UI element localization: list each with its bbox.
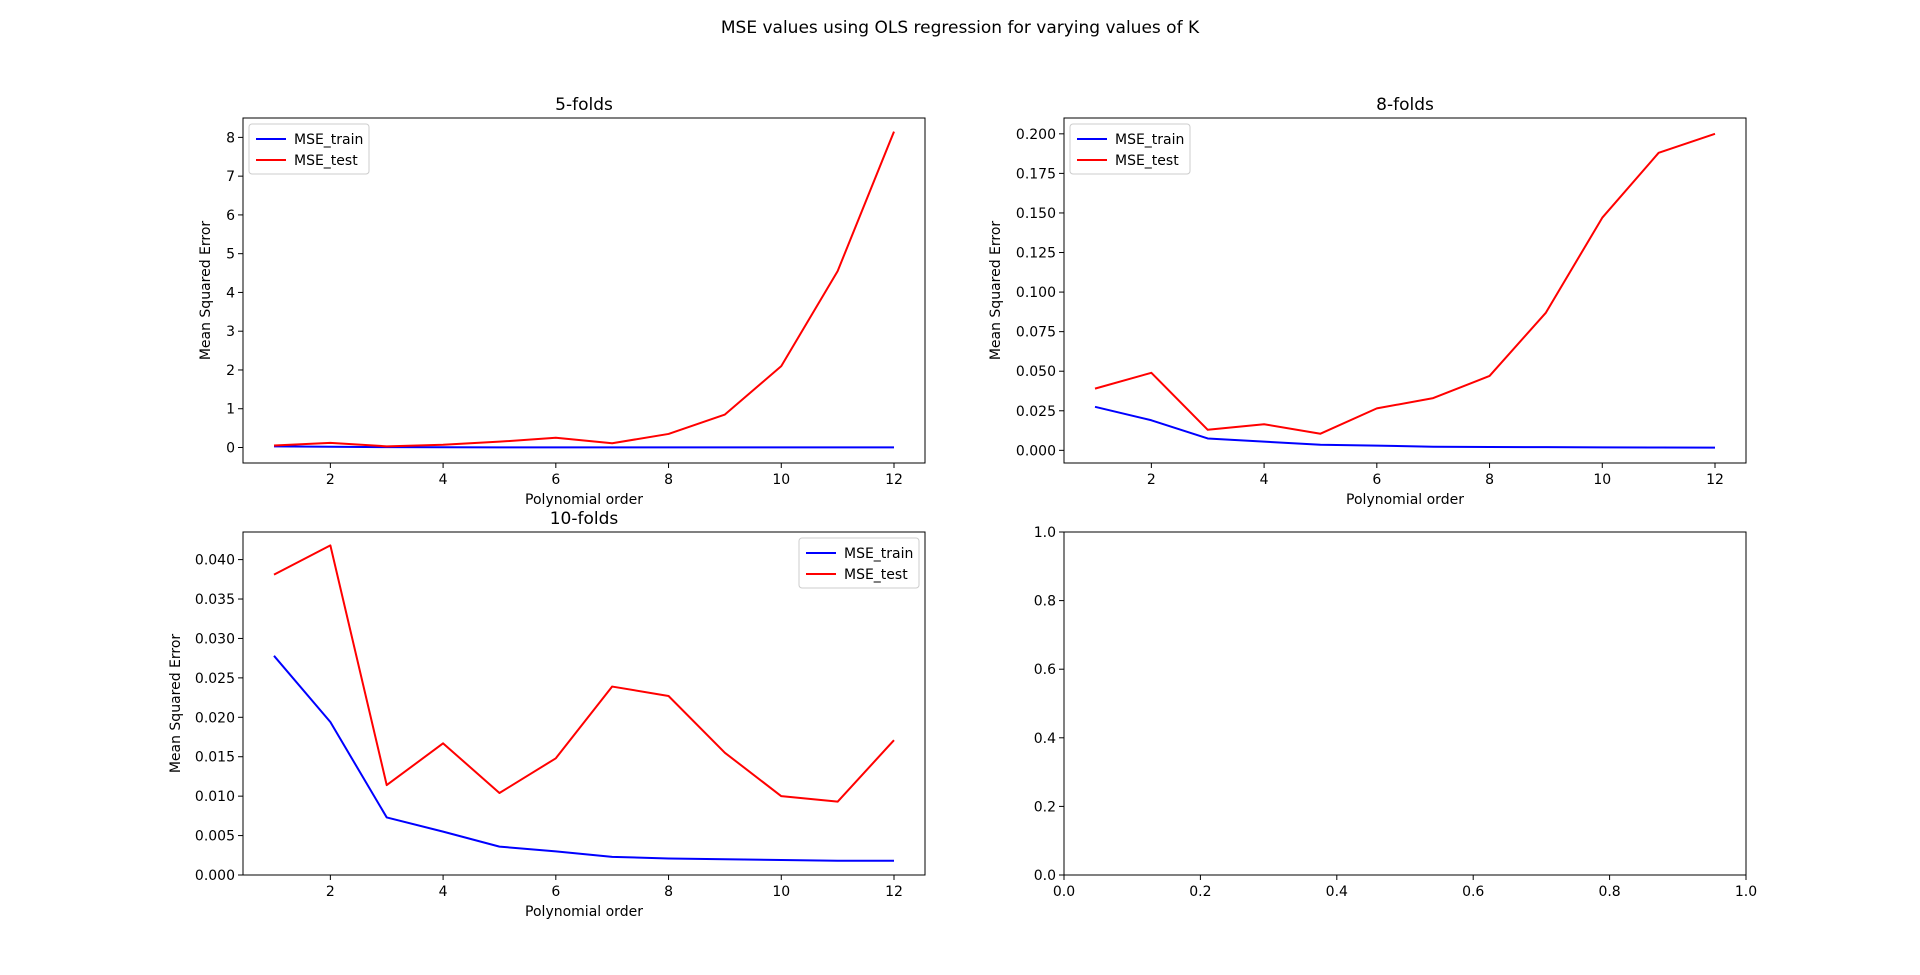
axes-frame — [242, 531, 926, 876]
y-axis-label: Mean Squared Error — [168, 634, 184, 774]
x-tick-label: 6 — [1372, 472, 1381, 488]
x-tick-label: 0.6 — [1462, 884, 1484, 900]
x-tick-label: 2 — [1147, 472, 1156, 488]
x-tick-label: 12 — [885, 884, 903, 900]
x-tick-label: 0.2 — [1189, 884, 1211, 900]
x-tick-label: 8 — [664, 472, 673, 488]
series-line-mse-train — [273, 655, 894, 862]
x-tick-label: 1.0 — [1735, 884, 1757, 900]
x-tick-label: 0.0 — [1053, 884, 1075, 900]
y-tick-label: 7 — [226, 169, 235, 185]
y-axis-label: Mean Squared Error — [988, 221, 1004, 361]
x-tick-label: 2 — [326, 884, 335, 900]
y-tick-label: 5 — [226, 247, 235, 263]
y-tick-label: 0.005 — [195, 829, 235, 845]
legend-label-mse-test: MSE_test — [1115, 153, 1179, 169]
y-tick-label: 0.025 — [195, 671, 235, 687]
figure-suptitle: MSE values using OLS regression for vary… — [721, 18, 1200, 38]
y-tick-label: 0.175 — [1016, 166, 1056, 182]
y-tick-label: 0.150 — [1016, 206, 1056, 222]
y-tick-label: 3 — [226, 324, 235, 340]
legend-label-mse-test: MSE_test — [294, 153, 358, 169]
y-tick-label: 0.035 — [195, 592, 235, 608]
y-tick-label: 1.0 — [1034, 525, 1056, 541]
legend-box — [1069, 123, 1191, 175]
axes-frame — [1063, 117, 1747, 464]
series-line-mse-test — [273, 544, 895, 803]
axes-3: 2 4 6 8 10 12 0.000 0.005 0.010 0.015 0.020 0.025 0.… — [168, 509, 926, 920]
y-tick-label: 0.030 — [195, 631, 235, 647]
legend-label-mse-train: MSE_train — [1115, 132, 1184, 148]
legend: MSE_train MSE_test — [798, 537, 920, 589]
x-tick-label: 12 — [885, 472, 903, 488]
axes-title: 5-folds — [555, 95, 613, 115]
y-tick-label: 2 — [226, 363, 235, 379]
x-tick-label: 4 — [1260, 472, 1269, 488]
y-tick-label: 0.100 — [1016, 285, 1056, 301]
legend-box — [248, 123, 370, 175]
y-tick-label: 0.8 — [1034, 594, 1056, 610]
x-tick-label: 8 — [664, 884, 673, 900]
y-tick-label: 4 — [226, 285, 235, 301]
series-line-mse-train — [273, 445, 894, 449]
axes-4: 0.0 0.2 0.4 0.6 0.8 1.0 0.0 0.2 0.4 0.6 0.8 1.0 — [1034, 525, 1757, 900]
series-line-mse-test — [273, 131, 895, 448]
axes-title: 10-folds — [550, 509, 619, 529]
y-tick-label: 0.125 — [1016, 246, 1056, 262]
y-axis-label: Mean Squared Error — [198, 221, 214, 361]
legend-label-mse-train: MSE_train — [844, 546, 913, 562]
y-tick-label: 0.020 — [195, 710, 235, 726]
legend-box — [798, 537, 920, 589]
series-line-mse-train — [1094, 405, 1716, 449]
y-tick-label: 0.075 — [1016, 325, 1056, 341]
x-tick-label: 0.4 — [1326, 884, 1348, 900]
x-tick-label: 10 — [772, 884, 790, 900]
x-axis-label: Polynomial order — [1346, 492, 1464, 508]
y-tick-label: 0 — [226, 440, 235, 456]
y-tick-label: 0.040 — [195, 553, 235, 569]
y-tick-label: 1 — [226, 402, 235, 418]
x-tick-label: 12 — [1706, 472, 1724, 488]
y-tick-label: 0.000 — [1016, 443, 1056, 459]
x-tick-label: 6 — [551, 472, 560, 488]
axes-title: 8-folds — [1376, 95, 1434, 115]
y-tick-label: 0.2 — [1034, 799, 1056, 815]
legend-label-mse-train: MSE_train — [294, 132, 363, 148]
y-tick-label: 0.0 — [1034, 868, 1056, 884]
y-tick-label: 0.6 — [1034, 662, 1056, 678]
y-tick-label: 0.025 — [1016, 404, 1056, 420]
x-tick-label: 8 — [1485, 472, 1494, 488]
legend: MSE_train MSE_test — [1069, 123, 1191, 175]
x-axis-label: Polynomial order — [525, 904, 643, 920]
y-tick-label: 0.200 — [1016, 127, 1056, 143]
x-tick-label: 0.8 — [1598, 884, 1620, 900]
y-tick-label: 6 — [226, 208, 235, 224]
axes-2: 2 4 6 8 10 12 0.000 0.025 0.050 0.075 0.100 0.125 0.… — [988, 95, 1747, 508]
y-tick-label: 8 — [226, 130, 235, 146]
axes-frame — [1063, 531, 1747, 876]
x-tick-label: 6 — [551, 884, 560, 900]
legend-label-mse-test: MSE_test — [844, 567, 908, 583]
x-tick-label: 4 — [439, 884, 448, 900]
x-tick-label: 10 — [772, 472, 790, 488]
legend: MSE_train MSE_test — [248, 123, 370, 175]
y-tick-label: 0.010 — [195, 789, 235, 805]
y-tick-label: 0.4 — [1034, 731, 1056, 747]
x-tick-label: 4 — [439, 472, 448, 488]
y-tick-label: 0.050 — [1016, 364, 1056, 380]
axes-frame — [242, 117, 926, 464]
x-axis-label: Polynomial order — [525, 492, 643, 508]
x-tick-label: 2 — [326, 472, 335, 488]
series-line-mse-test — [1094, 132, 1716, 435]
y-tick-label: 0.015 — [195, 750, 235, 766]
y-tick-label: 0.000 — [195, 868, 235, 884]
x-tick-label: 10 — [1593, 472, 1611, 488]
